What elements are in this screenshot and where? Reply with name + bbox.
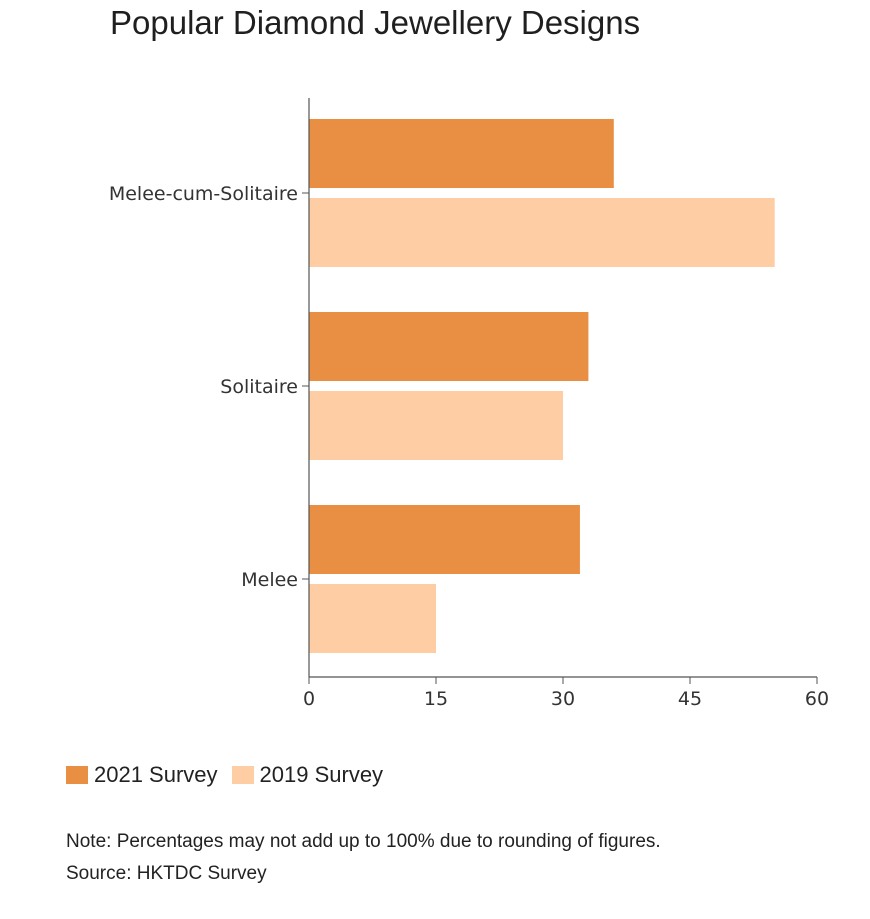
y-tick-label: Melee — [241, 569, 298, 591]
y-tick-label: Solitaire — [220, 376, 298, 398]
bar-solitaire-2019-survey — [309, 391, 563, 460]
x-tick-label: 0 — [303, 688, 315, 710]
x-tick-label: 45 — [678, 688, 702, 710]
bar-melee-2019-survey — [309, 584, 436, 653]
bar-solitaire-2021-survey — [309, 312, 589, 381]
legend-item-2021: 2021 Survey — [66, 762, 218, 788]
legend-swatch-2019 — [231, 766, 254, 784]
bar-melee-2021-survey — [309, 505, 580, 574]
x-tick-label: 30 — [551, 688, 575, 710]
bar-chart: Melee-cum-Solitaire Solitaire Melee 0 15 30 45… — [109, 98, 829, 710]
x-tick-label: 60 — [805, 688, 829, 710]
x-tick-label: 15 — [424, 688, 448, 710]
chart-notes: Note: Percentages may not add up to 100%… — [66, 826, 661, 890]
legend-swatch-2021 — [66, 766, 88, 784]
note-text: Note: Percentages may not add up to 100%… — [66, 831, 661, 852]
legend-label-2021: 2021 Survey — [94, 762, 218, 787]
source-text: Source: HKTDC Survey — [66, 863, 267, 884]
legend-item-2019: 2019 Survey — [231, 762, 384, 788]
bar-melee-cum-solitaire-2021-survey — [309, 119, 614, 188]
y-tick-label: Melee-cum-Solitaire — [109, 183, 298, 205]
legend: 2021 Survey 2019 Survey — [66, 762, 397, 788]
chart-title: Popular Diamond Jewellery Designs — [110, 4, 641, 41]
bar-melee-cum-solitaire-2019-survey — [309, 198, 775, 267]
legend-label-2019: 2019 Survey — [259, 762, 384, 787]
